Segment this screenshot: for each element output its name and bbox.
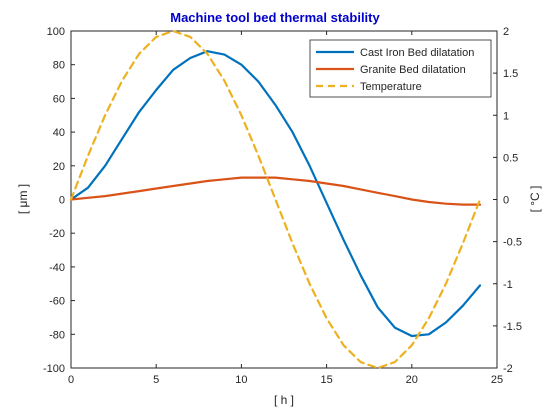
y-right-tick-label: -1: [503, 279, 513, 291]
y-right-tick-label: 2: [503, 26, 509, 38]
x-tick-label: 10: [235, 374, 247, 386]
y-left-tick-label: 80: [53, 60, 65, 72]
y-axis-right-label: [ °C ]: [528, 186, 542, 213]
x-tick-label: 5: [153, 374, 159, 386]
y-left-tick-label: -20: [49, 228, 65, 240]
series-line-3: [69, 29, 482, 370]
y-left-tick-label: 100: [47, 26, 65, 38]
x-tick-label: 0: [68, 374, 74, 386]
y-left-tick-label: 0: [59, 195, 65, 207]
y-right-tick-label: -1.5: [503, 321, 522, 333]
chart-title: Machine tool bed thermal stability: [170, 10, 380, 25]
x-tick-label: 25: [491, 374, 503, 386]
y-right-tick-label: 1.5: [503, 68, 518, 80]
x-tick-label: 15: [320, 374, 332, 386]
y-left-tick-label: 40: [53, 127, 65, 139]
y-left-tick-label: -100: [43, 363, 65, 375]
x-axis-label: [ h ]: [274, 393, 294, 407]
y-axis-left-label: [ μm ]: [16, 184, 30, 214]
y-right-tick-label: 0: [503, 195, 509, 207]
series-line-1: [69, 50, 482, 338]
y-right-tick-label: 0.5: [503, 152, 518, 164]
y-left-tick-label: -80: [49, 329, 65, 341]
y-left-tick-label: 60: [53, 93, 65, 105]
y-right-tick-label: 1: [503, 110, 509, 122]
y-left-tick-label: -60: [49, 296, 65, 308]
y-left-tick-label: 20: [53, 161, 65, 173]
y-left-tick-label: -40: [49, 262, 65, 274]
legend-label: Cast Iron Bed dilatation: [360, 47, 474, 59]
y-right-tick-label: -0.5: [503, 237, 522, 249]
x-tick-label: 20: [406, 374, 418, 386]
legend-label: Granite Bed dilatation: [360, 64, 466, 76]
legend-label: Temperature: [360, 81, 422, 93]
y-right-tick-label: -2: [503, 363, 513, 375]
series-line-2: [69, 176, 482, 206]
